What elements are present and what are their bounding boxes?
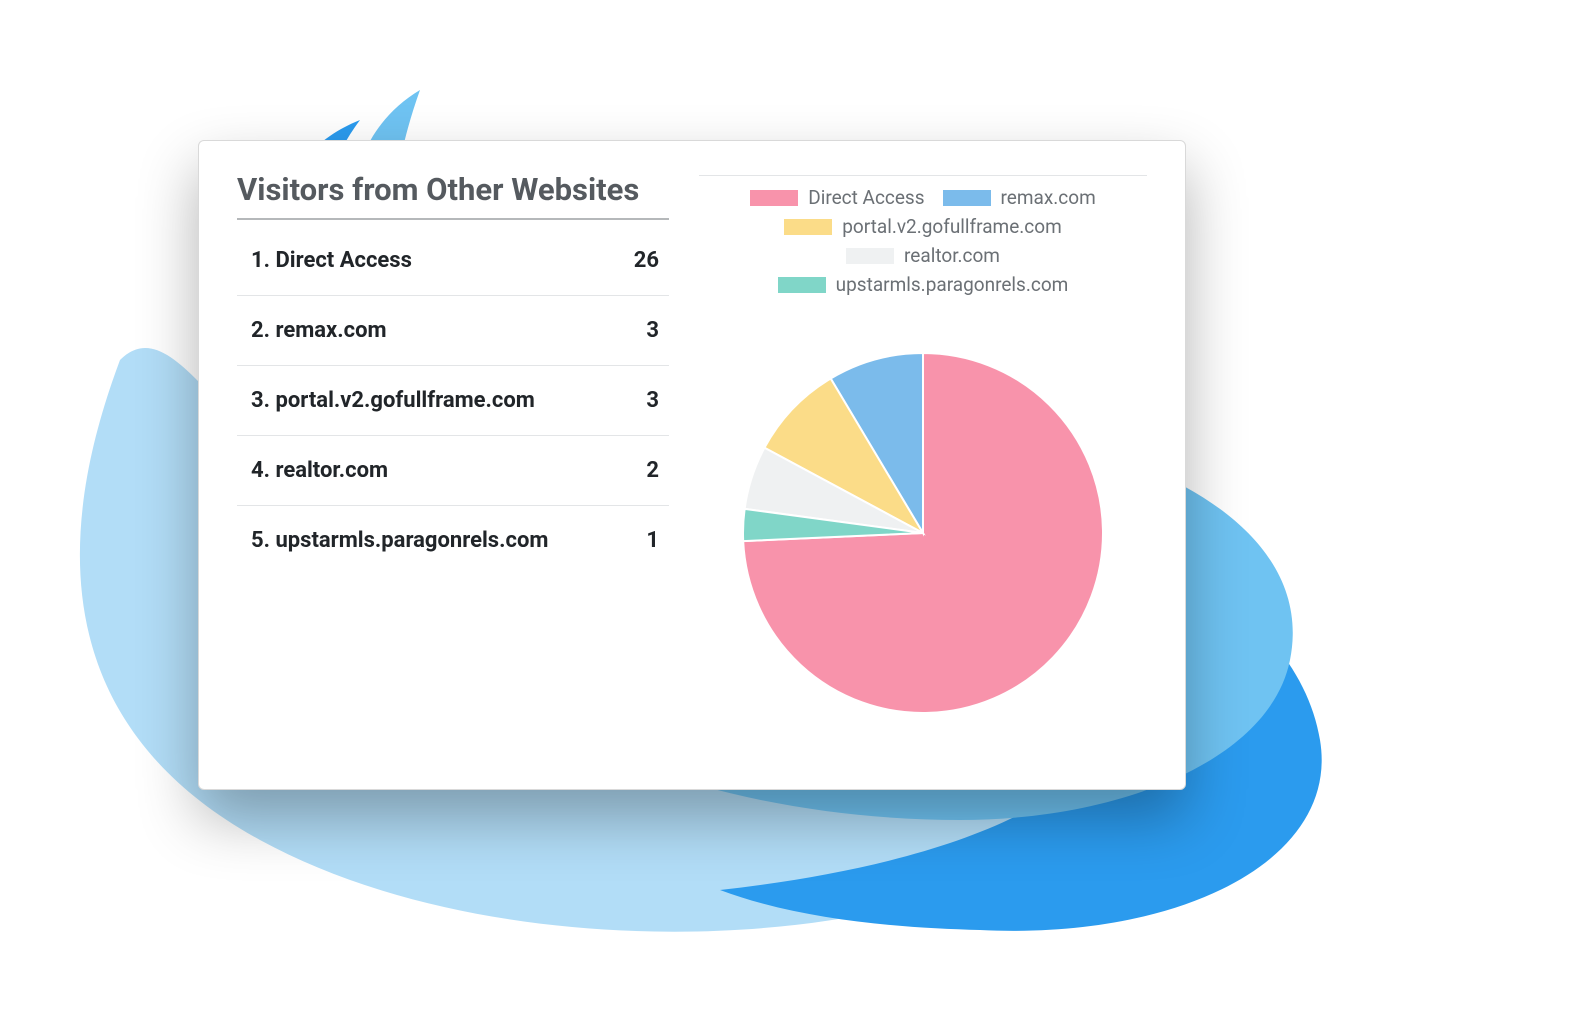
legend-swatch [846,248,894,264]
legend-label: realtor.com [904,244,1000,267]
legend-container: Direct Access remax.com portal.v2.gofullfr… [699,175,1147,296]
referrer-label: 1. Direct Access [251,248,412,273]
referrer-value: 1 [646,528,663,553]
legend-label: Direct Access [808,186,924,209]
legend-label: upstarmls.paragonrels.com [836,273,1069,296]
legend-label: portal.v2.gofullframe.com [842,215,1062,238]
referrer-value: 26 [634,248,663,273]
referrer-label: 2. remax.com [251,318,387,343]
referrer-label: 3. portal.v2.gofullframe.com [251,388,535,413]
referrer-row: 5. upstarmls.paragonrels.com 1 [237,506,669,575]
chart-column: Direct Access remax.com portal.v2.gofullfr… [669,171,1147,759]
referrers-list: 1. Direct Access262. remax.com33. portal… [237,226,669,575]
referrers-card: Visitors from Other Websites 1. Direct A… [198,140,1186,790]
legend-item: upstarmls.paragonrels.com [778,273,1069,296]
referrer-row: 4. realtor.com 2 [237,436,669,506]
referrer-label: 4. realtor.com [251,458,388,483]
referrer-value: 3 [646,318,663,343]
legend-item: remax.com [943,186,1096,209]
referrer-row: 2. remax.com 3 [237,296,669,366]
pie-container [699,296,1147,759]
referrer-row: 1. Direct Access 26 [237,226,669,296]
referrer-row: 3. portal.v2.gofullframe.com 3 [237,366,669,436]
referrers-pie-chart [739,349,1107,717]
referrer-value: 3 [646,388,663,413]
pie-legend: Direct Access remax.com portal.v2.gofullfr… [699,186,1147,296]
legend-label: remax.com [1001,186,1096,209]
referrer-value: 2 [646,458,663,483]
referrers-list-column: Visitors from Other Websites 1. Direct A… [237,171,669,759]
legend-item: Direct Access [750,186,924,209]
legend-item: portal.v2.gofullframe.com [784,215,1062,238]
legend-swatch [784,219,832,235]
card-title: Visitors from Other Websites [237,171,669,220]
legend-swatch [750,190,798,206]
legend-item: realtor.com [846,244,1000,267]
legend-swatch [943,190,991,206]
legend-swatch [778,277,826,293]
referrer-label: 5. upstarmls.paragonrels.com [251,528,548,553]
